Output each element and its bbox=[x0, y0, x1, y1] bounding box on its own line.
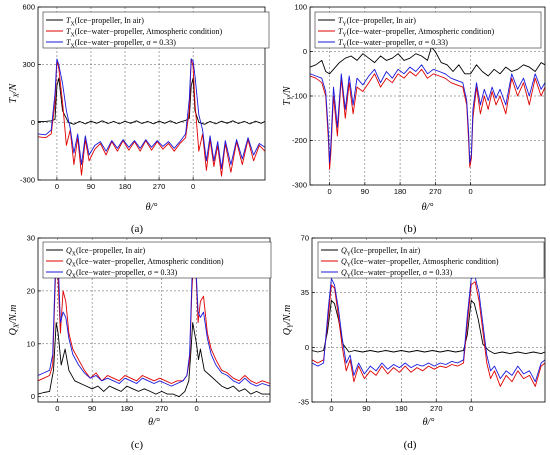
x-tick-label: 0 bbox=[55, 404, 59, 413]
y-tick-label: 20 bbox=[27, 286, 35, 295]
plot-frame bbox=[311, 237, 546, 403]
x-tick-label: 0 bbox=[329, 404, 333, 413]
panel-tag: (d) bbox=[404, 439, 417, 451]
series-line-1 bbox=[38, 322, 270, 398]
y-tick-label: 600 bbox=[22, 3, 35, 12]
y-tick-label: 70 bbox=[301, 234, 309, 243]
x-tick-label: 180 bbox=[395, 404, 408, 413]
legend-entry-3: TX(Ice−water−propeller, σ = 0.33) bbox=[66, 38, 176, 50]
legend-entry-2: QX(Ice−water−propeller, Atmospheric cond… bbox=[66, 257, 224, 269]
legend-entry-2: TY(Ice−water−propeller, Atmospheric cond… bbox=[338, 27, 494, 39]
x-tick-label: 0 bbox=[55, 182, 59, 191]
y-tick-label: -300 bbox=[20, 176, 35, 185]
legend-box bbox=[314, 11, 542, 49]
x-axis-label: θ/° bbox=[148, 417, 160, 428]
series-line-2 bbox=[38, 248, 270, 384]
y-tick-label: 0 bbox=[31, 118, 35, 127]
x-tick-label: 0 bbox=[191, 182, 195, 191]
series-line-2 bbox=[312, 281, 545, 387]
legend: QY(Ice−propeller, In air)QY(Ice−water−pr… bbox=[317, 241, 545, 280]
series-line-3 bbox=[310, 64, 545, 164]
legend: QX(Ice−propeller, In air)QX(Ice−water−pr… bbox=[42, 241, 272, 280]
x-tick-label: 270 bbox=[155, 404, 168, 413]
legend-box bbox=[42, 11, 270, 49]
x-axis-label: θ/° bbox=[422, 202, 434, 213]
legend-entry-3: TY(Ice−water−propeller, σ = 0.33) bbox=[338, 38, 448, 50]
x-tick-label: 0 bbox=[194, 404, 198, 413]
series-line-3 bbox=[312, 276, 545, 383]
series-line-3 bbox=[38, 242, 270, 387]
series-line-3 bbox=[38, 58, 265, 169]
x-tick-label: 90 bbox=[362, 404, 370, 413]
y-tick-label: 30 bbox=[27, 234, 35, 243]
x-tick-label: 90 bbox=[361, 187, 369, 196]
legend-entry-1: QY(Ice−propeller, In air) bbox=[341, 246, 421, 258]
chart-panel-1: 0 90 180 270 0 -300 0 300 600 TX/N θ/° TX(Ice−prope… bbox=[8, 3, 270, 235]
plot-frame bbox=[37, 6, 266, 181]
y-tick-label: -200 bbox=[292, 136, 307, 145]
y-tick-label: 0 bbox=[305, 343, 309, 352]
legend-box bbox=[317, 241, 545, 279]
panel-tag: (b) bbox=[404, 223, 417, 235]
x-tick-label: 0 bbox=[469, 404, 473, 413]
plot-frame bbox=[37, 237, 271, 403]
y-axis-label: QX/N.m bbox=[8, 305, 21, 336]
series-line-2 bbox=[310, 68, 545, 170]
chart-panel-3: 0 90 180 270 0 0 10 20 30 QX/N.m θ/° QX(Ice−propell… bbox=[8, 234, 272, 451]
legend: TX(Ice−propeller, In air)TX(Ice−water−pr… bbox=[42, 11, 270, 50]
chart-panel-4: 0 90 180 270 0 -35 0 35 70 QY/N.m θ/° QY(Ice−propel… bbox=[282, 234, 546, 451]
y-axis-label: TX/N bbox=[8, 82, 21, 103]
series-line-1 bbox=[38, 77, 265, 125]
x-tick-label: 90 bbox=[88, 404, 96, 413]
x-tick-label: 180 bbox=[121, 404, 134, 413]
x-axis-label: θ/° bbox=[423, 417, 435, 428]
legend-entry-3: QX(Ice−water−propeller, σ = 0.33) bbox=[66, 268, 178, 280]
x-tick-label: 0 bbox=[468, 187, 472, 196]
panel-tag: (c) bbox=[131, 439, 144, 451]
series-line-2 bbox=[38, 58, 265, 177]
y-tick-label: -100 bbox=[292, 92, 307, 101]
legend-entry-1: QX(Ice−propeller, In air) bbox=[66, 246, 146, 258]
x-tick-label: 270 bbox=[153, 182, 166, 191]
y-tick-label: -35 bbox=[298, 398, 309, 407]
legend-entry-1: TX(Ice−propeller, In air) bbox=[66, 16, 144, 28]
chart-panel-2: 0 90 180 270 0 -300 -200 -100 0 100 TY/N θ/° TY(Ice−… bbox=[282, 3, 546, 235]
y-axis-label: QY/N.m bbox=[282, 305, 295, 335]
series-line-1 bbox=[312, 300, 545, 355]
legend-entry-2: QY(Ice−water−propeller, Atmospheric cond… bbox=[341, 257, 499, 269]
y-tick-label: 10 bbox=[27, 339, 35, 348]
y-tick-label: 100 bbox=[294, 3, 307, 12]
legend-entry-2: TX(Ice−water−propeller, Atmospheric cond… bbox=[66, 27, 222, 39]
y-axis-label: TY/N bbox=[282, 85, 295, 105]
x-tick-label: 0 bbox=[327, 187, 331, 196]
y-tick-label: 35 bbox=[301, 288, 309, 297]
legend-entry-1: TY(Ice−propeller, In air) bbox=[338, 16, 416, 28]
x-tick-label: 180 bbox=[119, 182, 132, 191]
y-tick-label: -300 bbox=[292, 181, 307, 190]
x-axis-label: θ/° bbox=[146, 202, 158, 213]
y-tick-label: 0 bbox=[303, 47, 307, 56]
y-tick-label: 300 bbox=[22, 60, 35, 69]
y-tick-label: 0 bbox=[31, 392, 35, 401]
panel-tag: (a) bbox=[131, 223, 144, 235]
legend-box bbox=[42, 241, 272, 279]
x-tick-label: 90 bbox=[87, 182, 95, 191]
x-tick-label: 180 bbox=[394, 187, 407, 196]
x-tick-label: 270 bbox=[430, 404, 443, 413]
legend-entry-3: QY(Ice−water−propeller, σ = 0.33) bbox=[341, 268, 453, 280]
legend: TY(Ice−propeller, In air)TY(Ice−water−pr… bbox=[314, 11, 542, 50]
x-tick-label: 270 bbox=[429, 187, 442, 196]
series-line-1 bbox=[310, 46, 545, 77]
